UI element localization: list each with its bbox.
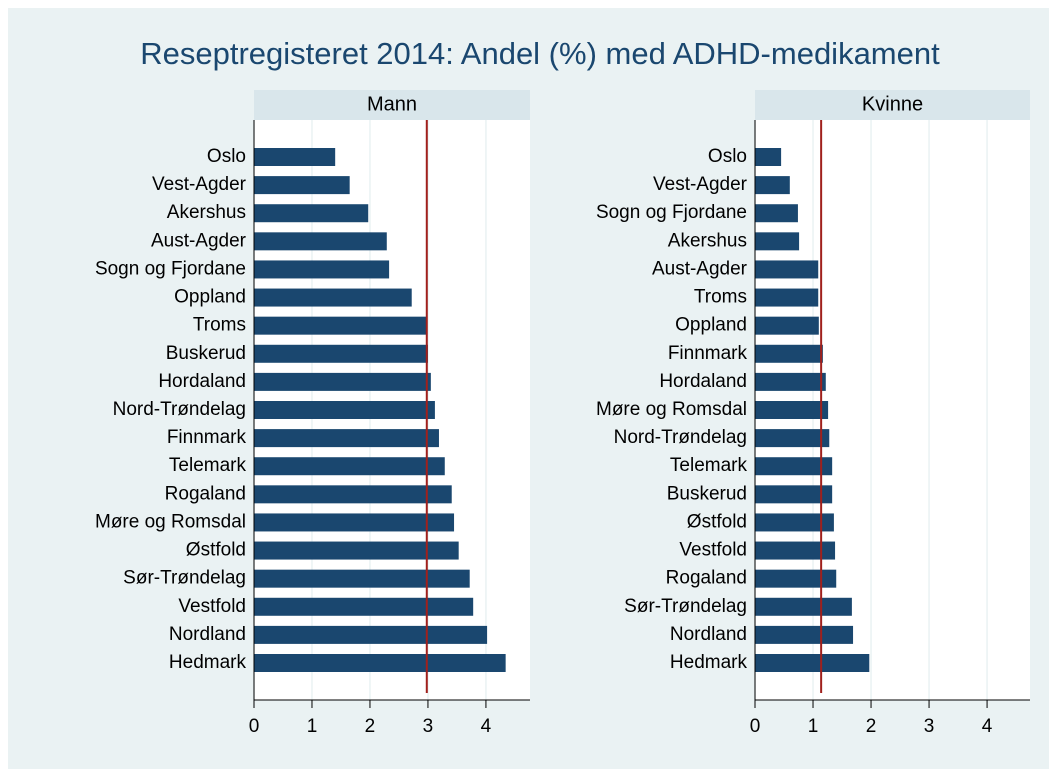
x-tick-label: 0 xyxy=(750,716,761,737)
category-label: Vestfold xyxy=(178,596,246,617)
x-tick-label: 1 xyxy=(808,716,819,737)
category-label: Finnmark xyxy=(668,343,748,364)
category-label: Oslo xyxy=(207,146,246,167)
category-label: Østfold xyxy=(186,540,246,561)
category-label: Sør-Trøndelag xyxy=(123,568,246,589)
bar xyxy=(254,148,336,166)
category-label: Telemark xyxy=(169,455,247,476)
bar xyxy=(755,569,837,588)
bar xyxy=(755,176,790,195)
bar xyxy=(755,260,819,279)
bar xyxy=(254,597,474,616)
bar xyxy=(254,176,350,195)
bar xyxy=(755,316,819,335)
category-label: Hordaland xyxy=(158,371,246,392)
bar xyxy=(755,344,823,363)
panel-header xyxy=(254,90,530,120)
category-label: Hedmark xyxy=(169,652,247,673)
x-tick-label: 1 xyxy=(307,716,318,737)
chart-title: Reseptregisteret 2014: Andel (%) med ADH… xyxy=(140,36,940,71)
panel-title: Mann xyxy=(367,93,417,115)
bar xyxy=(254,204,369,223)
bar xyxy=(755,204,798,223)
category-label: Sogn og Fjordane xyxy=(95,258,246,279)
category-label: Vestfold xyxy=(679,540,747,561)
bar xyxy=(755,541,836,560)
category-label: Nord-Trøndelag xyxy=(614,427,747,448)
bar xyxy=(254,344,428,363)
category-label: Aust-Agder xyxy=(652,258,748,279)
bar xyxy=(254,457,445,476)
category-label: Møre og Romsdal xyxy=(596,399,747,420)
category-label: Sør-Trøndelag xyxy=(624,596,747,617)
bar xyxy=(254,654,506,672)
x-tick-label: 3 xyxy=(924,716,935,737)
bar xyxy=(254,316,427,335)
panel-header xyxy=(755,90,1030,120)
category-label: Oppland xyxy=(174,287,246,308)
category-label: Buskerud xyxy=(166,343,246,364)
bar xyxy=(755,485,833,504)
bar xyxy=(254,569,470,588)
bar xyxy=(755,513,834,532)
category-label: Buskerud xyxy=(667,483,747,504)
category-label: Aust-Agder xyxy=(151,230,247,251)
category-label: Østfold xyxy=(687,511,747,532)
bar xyxy=(254,372,431,391)
bar xyxy=(755,288,819,307)
category-label: Hordaland xyxy=(659,371,747,392)
bar xyxy=(254,288,412,307)
x-tick-label: 0 xyxy=(249,716,260,737)
bar xyxy=(254,232,387,251)
bar xyxy=(755,597,852,616)
bar xyxy=(755,625,854,644)
bar xyxy=(254,513,455,532)
bar xyxy=(254,485,452,504)
category-label: Nord-Trøndelag xyxy=(113,399,246,420)
x-tick-label: 3 xyxy=(423,716,434,737)
category-label: Vest-Agder xyxy=(653,174,748,195)
category-label: Finnmark xyxy=(167,427,247,448)
category-label: Troms xyxy=(193,315,246,336)
bar xyxy=(755,429,830,448)
category-label: Nordland xyxy=(169,624,246,645)
category-label: Akershus xyxy=(668,230,747,251)
category-label: Sogn og Fjordane xyxy=(596,202,747,223)
x-tick-label: 4 xyxy=(982,716,993,737)
x-tick-label: 2 xyxy=(365,716,376,737)
category-label: Telemark xyxy=(670,455,748,476)
bar xyxy=(755,232,800,251)
x-tick-label: 4 xyxy=(481,716,492,737)
bar xyxy=(755,148,782,166)
category-label: Møre og Romsdal xyxy=(95,511,246,532)
panel-title: Kvinne xyxy=(862,93,923,115)
bar xyxy=(755,372,826,391)
bar xyxy=(755,654,870,672)
bar xyxy=(254,541,459,560)
category-label: Rogaland xyxy=(666,568,747,589)
category-label: Akershus xyxy=(167,202,246,223)
x-tick-label: 2 xyxy=(866,716,877,737)
category-label: Troms xyxy=(694,287,747,308)
bar xyxy=(755,401,829,419)
category-label: Nordland xyxy=(670,624,747,645)
category-label: Rogaland xyxy=(165,483,246,504)
category-label: Vest-Agder xyxy=(152,174,247,195)
category-label: Oslo xyxy=(708,146,747,167)
category-label: Hedmark xyxy=(670,652,748,673)
bar xyxy=(755,457,833,476)
bar xyxy=(254,401,435,419)
bar xyxy=(254,260,390,279)
category-label: Oppland xyxy=(675,315,747,336)
bar xyxy=(254,625,488,644)
bar xyxy=(254,429,439,448)
